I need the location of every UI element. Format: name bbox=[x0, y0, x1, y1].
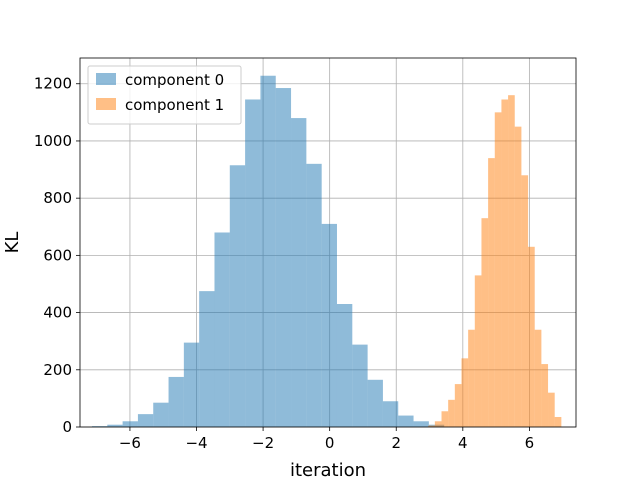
histogram-bar-component-0 bbox=[275, 88, 292, 427]
histogram-bar-component-1 bbox=[554, 416, 562, 427]
histogram-bar-component-1 bbox=[521, 175, 529, 427]
histogram-bar-component-1 bbox=[534, 329, 542, 427]
bars bbox=[91, 75, 562, 428]
histogram-bar-component-0 bbox=[321, 223, 337, 427]
legend-swatch-component-1 bbox=[96, 98, 116, 110]
histogram-bar-component-0 bbox=[183, 342, 200, 427]
y-tick-label: 1000 bbox=[34, 132, 72, 150]
y-axis-label: KL bbox=[2, 232, 23, 254]
legend-label-component-0: component 0 bbox=[125, 71, 224, 89]
histogram-bar-component-1 bbox=[488, 158, 495, 427]
histogram-bar-component-0 bbox=[382, 401, 399, 427]
x-tick-label: 4 bbox=[458, 434, 468, 452]
histogram-bar-component-0 bbox=[260, 75, 276, 427]
x-tick-label: 0 bbox=[325, 434, 335, 452]
histogram-bar-component-1 bbox=[461, 358, 469, 427]
histogram-bar-component-0 bbox=[367, 379, 383, 427]
histogram-bar-component-0 bbox=[336, 304, 353, 427]
histogram-bar-component-1 bbox=[514, 126, 522, 428]
plot-frame bbox=[79, 57, 577, 428]
histogram-bar-component-0 bbox=[306, 163, 322, 427]
histogram-bar-component-0 bbox=[168, 376, 184, 427]
histogram-bar-component-0 bbox=[199, 291, 215, 427]
y-tick-label: 400 bbox=[43, 304, 72, 322]
histogram-bar-component-0 bbox=[245, 99, 261, 427]
histogram-bar-component-1 bbox=[481, 218, 489, 427]
histogram-bar-component-0 bbox=[122, 421, 138, 427]
histogram-bar-component-1 bbox=[454, 384, 462, 427]
histogram-bar-component-1 bbox=[448, 399, 455, 427]
histogram-bar-component-1 bbox=[548, 392, 555, 427]
histogram-bar-component-1 bbox=[434, 421, 442, 427]
histogram-bar-component-0 bbox=[352, 344, 368, 427]
legend-swatch-component-0 bbox=[96, 73, 116, 85]
histogram-bar-component-0 bbox=[107, 424, 123, 427]
histogram-bar-component-0 bbox=[137, 414, 154, 427]
histogram-bar-component-0 bbox=[214, 232, 230, 427]
histogram-bar-component-0 bbox=[291, 118, 307, 428]
x-tick-label: −6 bbox=[119, 434, 141, 452]
y-tick-label: 600 bbox=[43, 246, 72, 264]
y-tick-label: 0 bbox=[62, 418, 72, 436]
histogram-bar-component-1 bbox=[474, 275, 482, 427]
legend-label-component-1: component 1 bbox=[125, 96, 224, 114]
y-tick-label: 200 bbox=[43, 361, 72, 379]
histogram-bar-component-1 bbox=[501, 99, 509, 427]
ticks: −6 −4 −2 0 2 4 6 0 200 400 600 800 1000 1200 bbox=[34, 75, 534, 452]
histogram-bar-component-1 bbox=[541, 364, 549, 427]
histogram-bar-component-1 bbox=[494, 112, 502, 427]
legend-box bbox=[87, 65, 242, 125]
histogram-bar-component-0 bbox=[413, 421, 429, 427]
histogram-bar-component-0 bbox=[398, 415, 414, 427]
x-tick-label: −4 bbox=[185, 434, 207, 452]
x-tick-label: −2 bbox=[252, 434, 274, 452]
histogram-bar-component-1 bbox=[508, 95, 515, 428]
y-tick-label: 1200 bbox=[34, 75, 72, 93]
histogram-bar-component-1 bbox=[428, 425, 435, 427]
y-tick-label: 800 bbox=[43, 189, 72, 207]
x-tick-label: 2 bbox=[391, 434, 401, 452]
histogram-bar-component-0 bbox=[91, 426, 108, 427]
x-tick-label: 6 bbox=[525, 434, 535, 452]
histogram-bar-component-0 bbox=[153, 402, 169, 427]
histogram-bar-component-0 bbox=[229, 165, 246, 427]
histogram-bar-component-1 bbox=[468, 329, 475, 427]
histogram-bar-component-1 bbox=[528, 246, 535, 427]
histogram-bar-component-1 bbox=[441, 411, 449, 427]
x-axis-label: iteration bbox=[290, 460, 366, 480]
legend: component 0 component 1 bbox=[87, 65, 242, 125]
